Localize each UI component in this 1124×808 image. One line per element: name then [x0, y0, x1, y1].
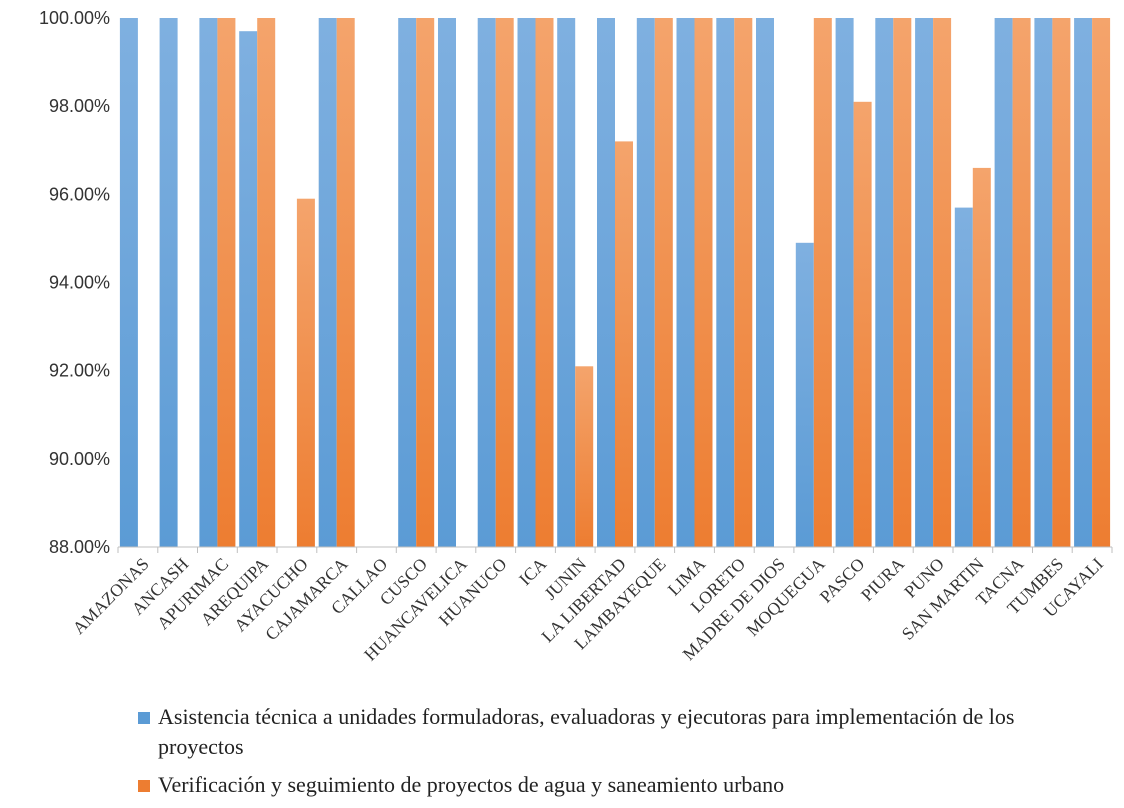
bar-lima-series-1 — [676, 18, 695, 547]
bar-lambayeque-series-1 — [636, 18, 655, 547]
bar-la-libertad-series-2 — [615, 141, 633, 547]
bar-tumbes-series-1 — [1034, 18, 1053, 547]
bar-cusco-series-1 — [398, 18, 417, 547]
y-tick-label: 92.00% — [49, 361, 110, 381]
bar-san-martin-series-2 — [972, 167, 991, 547]
bar-madre-de-dios-series-1 — [756, 18, 774, 547]
bar-ayacucho-series-2 — [296, 198, 315, 547]
x-tick-label: PASCO — [816, 554, 869, 607]
bar-puno-series-1 — [915, 18, 934, 547]
bar-junin-series-1 — [557, 18, 576, 547]
bar-moquegua-series-2 — [813, 18, 832, 547]
bar-piura-series-2 — [893, 18, 912, 547]
y-tick-label: 90.00% — [49, 449, 110, 469]
y-tick-label: 100.00% — [39, 8, 110, 28]
bar-cajamarca-series-1 — [318, 18, 337, 547]
y-tick-label: 94.00% — [49, 273, 110, 293]
bar-pasco-series-2 — [853, 101, 872, 548]
bar-moquegua-series-1 — [795, 242, 814, 548]
bar-apurimac-series-1 — [199, 18, 218, 547]
bar-loreto-series-1 — [716, 18, 735, 547]
y-tick-label: 98.00% — [49, 96, 110, 116]
bar-apurimac-series-2 — [217, 18, 236, 547]
bar-lima-series-2 — [694, 18, 713, 547]
bar-lambayeque-series-2 — [654, 18, 673, 547]
bar-cusco-series-2 — [416, 18, 435, 547]
legend-label-series-2: Verificación y seguimiento de proyectos … — [158, 772, 785, 797]
legend-item-series-2: Verificación y seguimiento de proyectos … — [138, 770, 1098, 800]
bar-ica-series-1 — [517, 18, 536, 547]
bar-huancavelica-series-1 — [438, 18, 456, 547]
bar-amazonas-series-1 — [119, 18, 138, 547]
bar-ancash-series-1 — [159, 18, 178, 547]
bar-huanuco-series-1 — [477, 18, 496, 547]
bar-huanuco-series-2 — [495, 18, 514, 547]
bar-junin-series-2 — [575, 366, 594, 547]
bar-piura-series-1 — [875, 18, 894, 547]
bar-loreto-series-2 — [734, 18, 753, 547]
bar-tacna-series-1 — [994, 18, 1013, 547]
bars-group — [119, 18, 1111, 548]
bar-san-martin-series-1 — [954, 207, 973, 547]
axes-group — [117, 546, 1113, 553]
legend-label-series-1: Asistencia técnica a unidades formulador… — [158, 704, 1015, 759]
legend: Asistencia técnica a unidades formulador… — [138, 702, 1098, 808]
bar-puno-series-2 — [933, 18, 952, 547]
bar-arequipa-series-1 — [239, 31, 258, 547]
bar-ucayali-series-2 — [1092, 18, 1111, 547]
x-tick-label: PIURA — [857, 553, 909, 605]
y-axis-ticks: 88.00% 90.00% 92.00% 94.00% 96.00% 98.00% 100.… — [39, 8, 110, 557]
bar-la-libertad-series-1 — [597, 18, 615, 547]
bar-tacna-series-2 — [1012, 18, 1031, 547]
bar-arequipa-series-2 — [257, 18, 276, 547]
y-tick-label: 88.00% — [49, 537, 110, 557]
bar-tumbes-series-2 — [1052, 18, 1071, 547]
bar-pasco-series-1 — [835, 18, 854, 547]
legend-swatch-orange — [138, 780, 150, 792]
legend-item-series-1: Asistencia técnica a unidades formulador… — [138, 702, 1098, 762]
bar-ucayali-series-1 — [1074, 18, 1093, 547]
x-axis-ticks: AMAZONASANCASHAPURIMACAREQUIPAAYACUCHOCA… — [68, 553, 1107, 664]
legend-swatch-blue — [138, 712, 150, 724]
bar-ica-series-2 — [535, 18, 554, 547]
y-tick-label: 96.00% — [49, 184, 110, 204]
bar-cajamarca-series-2 — [336, 18, 355, 547]
